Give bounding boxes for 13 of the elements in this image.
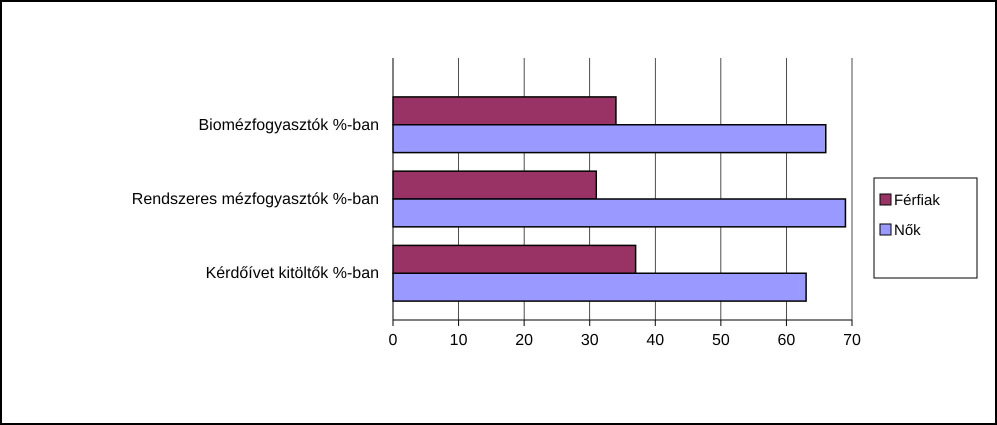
y-tick-label: Rendszeres mézfogyasztók %-ban bbox=[132, 191, 379, 208]
x-tick-label: 60 bbox=[778, 332, 796, 349]
x-tick-label: 30 bbox=[580, 332, 599, 349]
legend-label: Nők bbox=[894, 222, 922, 239]
x-tick-label: 50 bbox=[712, 332, 730, 349]
x-tick-label: 40 bbox=[646, 332, 664, 349]
x-tick-label: 20 bbox=[515, 332, 534, 349]
x-tick-label: 10 bbox=[450, 332, 468, 349]
x-tick-label: 0 bbox=[388, 332, 398, 349]
legend-label: Férfiak bbox=[894, 192, 940, 209]
y-tick-label: Biomézfogyasztók %-ban bbox=[198, 116, 379, 134]
x-tick-label: 70 bbox=[843, 332, 861, 349]
y-tick-label: Kérdőívet kitöltők %-ban bbox=[206, 265, 379, 282]
